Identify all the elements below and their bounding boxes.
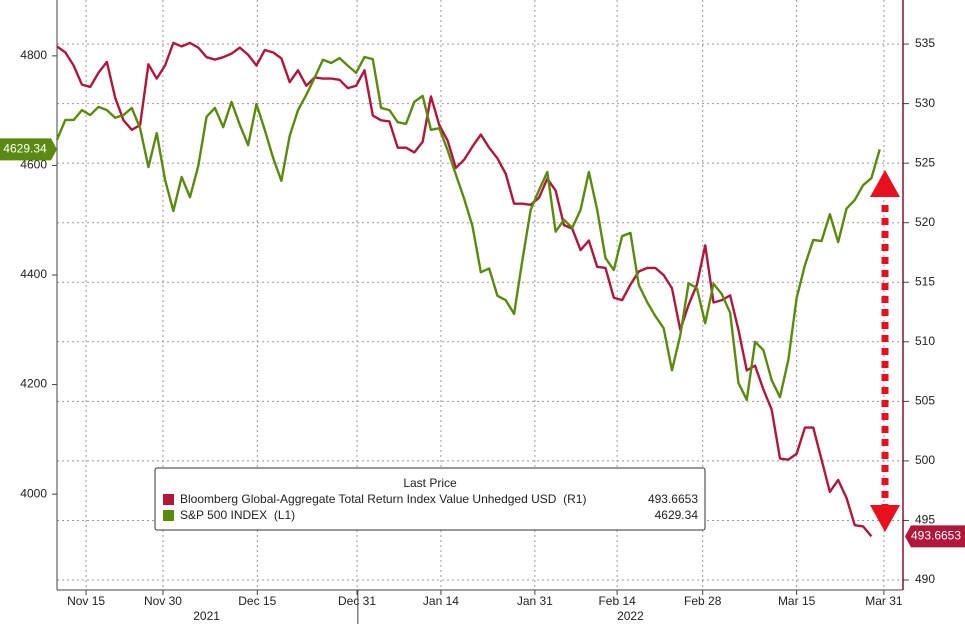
x-tick-label: Mar 31 [865,594,903,608]
series-line [56,41,873,538]
y2-tick-label: 530 [915,96,935,110]
y2-tick-label: 510 [915,334,935,348]
y2-tick-label: 490 [915,572,935,586]
legend-swatch [163,494,174,505]
legend-title: Last Price [403,476,457,490]
legend-swatch [163,510,174,521]
legend: Last Price Bloomberg Global-Aggregate Tot… [154,467,706,531]
y-tick-label: 4600 [20,158,47,172]
legend-value: 4629.34 [655,508,699,522]
x-tick-label: Feb 14 [598,594,636,608]
annotation-arrow [870,170,900,532]
legend-box [154,467,706,531]
y2-tick-label: 535 [915,36,935,50]
y-tick-label: 4800 [20,48,47,62]
y-tick-label: 4200 [20,377,47,391]
last-price-label: 4629.34 [3,142,47,156]
legend-label: Bloomberg Global-Aggregate Total Return … [180,492,586,506]
y-tick-label: 4000 [20,486,47,500]
y2-tick-label: 515 [915,274,935,288]
x-tick-label: Jan 31 [517,594,553,608]
x-tick-label: Dec 31 [338,594,376,608]
x-tick-label: Nov 30 [144,594,182,608]
last-price-tag [0,138,57,161]
legend-value: 493.6653 [648,492,698,506]
x-tick-label: Mar 15 [778,594,816,608]
y2-tick-label: 500 [915,453,935,467]
last-price-tag [905,525,965,548]
y-tick-label: 4400 [20,267,47,281]
series-line [55,55,881,402]
legend-label: S&P 500 INDEX (L1) [180,508,295,522]
y2-tick-label: 525 [915,155,935,169]
last-price-label: 493.6653 [911,529,961,543]
x-tick-label: Dec 15 [238,594,276,608]
x-tick-label: Jan 14 [423,594,459,608]
x-tick-label: Nov 15 [67,594,105,608]
x-tick-label: Feb 28 [684,594,722,608]
year-label: 2021 [193,609,220,623]
y2-tick-label: 505 [915,394,935,408]
y2-tick-label: 520 [915,215,935,229]
y2-tick-label: 495 [915,513,935,527]
year-label: 2022 [617,609,644,623]
